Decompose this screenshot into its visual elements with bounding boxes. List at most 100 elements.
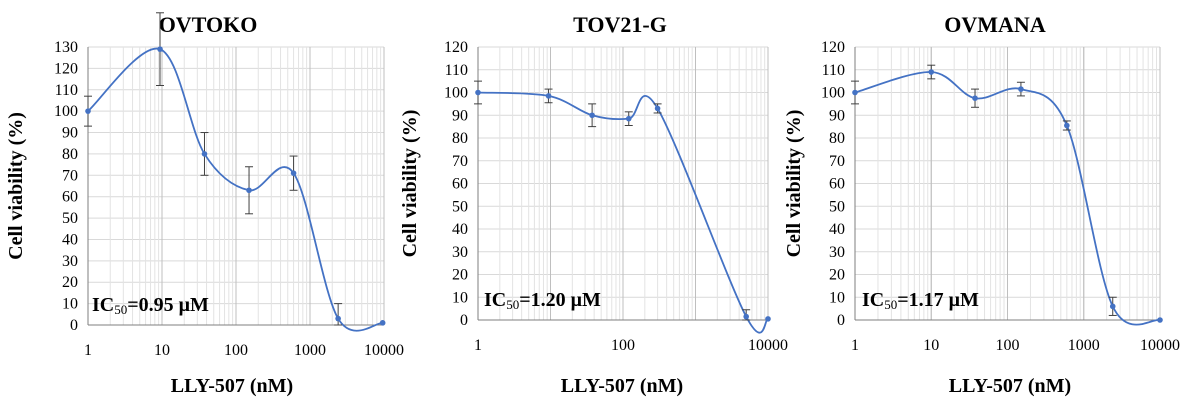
y-tick-label: 30 bbox=[62, 253, 78, 270]
chart-panel-2: TOV21-G 0 10 20 30 40 50 60 70 80 90 100 110 120 1 100 1… bbox=[399, 12, 788, 397]
x-axis-label: LLY-507 (nM) bbox=[171, 375, 293, 397]
y-tick-label: 50 bbox=[829, 198, 845, 215]
data-point bbox=[743, 313, 749, 320]
data-point bbox=[335, 315, 341, 322]
ic50-prefix: IC bbox=[484, 289, 506, 311]
data-point bbox=[1109, 303, 1116, 310]
gridlines bbox=[87, 46, 385, 326]
x-tick-label: 10000 bbox=[364, 342, 404, 359]
ic50-subscript: 50 bbox=[114, 302, 127, 317]
y-tick-label: 80 bbox=[62, 146, 78, 163]
data-point bbox=[290, 170, 297, 176]
y-axis-label: Cell viability (%) bbox=[783, 110, 805, 258]
y-tick-label: 100 bbox=[444, 85, 468, 102]
data-point bbox=[246, 187, 252, 194]
data-point bbox=[201, 151, 208, 157]
data-point bbox=[475, 89, 481, 96]
y-tick-label: 90 bbox=[829, 107, 845, 124]
y-tick-label: 30 bbox=[829, 244, 845, 261]
y-tick-label: 10 bbox=[452, 289, 468, 306]
y-tick-label: 90 bbox=[452, 107, 468, 124]
x-tick-label: 1 bbox=[84, 342, 92, 359]
error-bar bbox=[334, 303, 343, 326]
y-tick-label: 70 bbox=[829, 153, 845, 170]
y-tick-label: 70 bbox=[62, 167, 78, 184]
data-point bbox=[589, 112, 595, 119]
x-tick-label: 100 bbox=[611, 337, 635, 354]
data-point bbox=[625, 115, 632, 122]
x-tick-label: 10000 bbox=[748, 337, 788, 354]
x-tick-label: 1000 bbox=[1068, 337, 1100, 354]
ic50-prefix: IC bbox=[862, 289, 884, 311]
y-axis-label: Cell viability (%) bbox=[399, 110, 421, 258]
ic50-prefix: IC bbox=[92, 294, 114, 316]
data-point bbox=[379, 320, 386, 326]
x-tick-label: 10 bbox=[154, 342, 170, 359]
y-tick-label: 40 bbox=[452, 221, 468, 238]
data-point bbox=[928, 69, 935, 75]
x-axis-label: LLY-507 (nM) bbox=[561, 375, 683, 397]
y-tick-label: 90 bbox=[62, 125, 78, 142]
data-point bbox=[1064, 122, 1070, 129]
chart-title: OVTOKO bbox=[159, 12, 258, 37]
ic50-value: =1.20 μM bbox=[519, 289, 601, 311]
y-tick-label: 10 bbox=[829, 289, 845, 306]
data-point bbox=[545, 93, 552, 99]
y-tick-label: 20 bbox=[829, 267, 845, 284]
data-point bbox=[157, 46, 163, 52]
y-tick-label: 0 bbox=[837, 312, 845, 329]
data-point bbox=[1018, 86, 1024, 92]
ic50-value: =0.95 μM bbox=[127, 294, 209, 316]
y-tick-label: 40 bbox=[829, 221, 845, 238]
ic50-subscript: 50 bbox=[884, 297, 897, 312]
ic50-annotation: IC50=1.17 μM bbox=[862, 289, 979, 312]
y-tick-label: 80 bbox=[452, 130, 468, 147]
y-tick-label: 110 bbox=[55, 82, 78, 99]
y-tick-label: 120 bbox=[54, 60, 78, 77]
data-point bbox=[85, 108, 91, 114]
ic50-annotation: IC50=0.95 μM bbox=[92, 294, 209, 317]
y-tick-label: 60 bbox=[452, 176, 468, 193]
y-tick-label: 110 bbox=[445, 62, 468, 79]
y-tick-label: 120 bbox=[821, 39, 845, 56]
data-point bbox=[765, 316, 771, 322]
data-point bbox=[972, 95, 978, 101]
y-axis-label: Cell viability (%) bbox=[5, 112, 27, 260]
x-tick-label: 1 bbox=[474, 337, 482, 354]
y-tick-label: 60 bbox=[62, 189, 78, 206]
x-tick-label: 1000 bbox=[294, 342, 326, 359]
y-tick-label: 100 bbox=[821, 85, 845, 102]
ic50-subscript: 50 bbox=[506, 297, 519, 312]
y-tick-label: 40 bbox=[62, 231, 78, 248]
data-point bbox=[654, 105, 661, 112]
y-tick-label: 0 bbox=[460, 312, 468, 329]
y-tick-label: 10 bbox=[62, 296, 78, 313]
y-tick-label: 60 bbox=[829, 176, 845, 193]
chart-title: OVMANA bbox=[944, 12, 1046, 37]
y-tick-label: 80 bbox=[829, 130, 845, 147]
y-tick-label: 0 bbox=[70, 317, 78, 334]
y-tick-label: 110 bbox=[822, 62, 845, 79]
y-tick-label: 120 bbox=[444, 39, 468, 56]
gridlines bbox=[854, 46, 1161, 321]
chart-title: TOV21-G bbox=[573, 12, 667, 37]
data-point bbox=[852, 89, 858, 96]
x-axis-label: LLY-507 (nM) bbox=[949, 375, 1071, 397]
ic50-annotation: IC50=1.20 μM bbox=[484, 289, 601, 312]
y-tick-label: 20 bbox=[452, 267, 468, 284]
y-tick-label: 100 bbox=[54, 103, 78, 120]
y-tick-label: 70 bbox=[452, 153, 468, 170]
y-tick-label: 130 bbox=[54, 39, 78, 56]
y-tick-label: 50 bbox=[452, 198, 468, 215]
data-point bbox=[1157, 317, 1163, 323]
y-tick-label: 50 bbox=[62, 210, 78, 227]
x-tick-label: 10 bbox=[923, 337, 939, 354]
y-tick-label: 30 bbox=[452, 244, 468, 261]
x-tick-label: 1 bbox=[851, 337, 859, 354]
x-tick-label: 10000 bbox=[1140, 337, 1180, 354]
y-tick-label: 20 bbox=[62, 274, 78, 291]
ic50-value: =1.17 μM bbox=[897, 289, 979, 311]
